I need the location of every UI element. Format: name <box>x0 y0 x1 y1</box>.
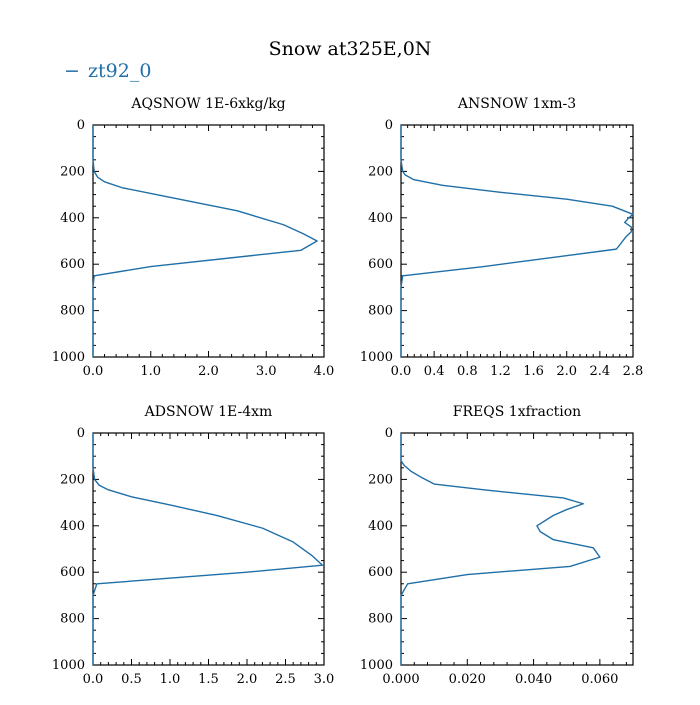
y-tick-label: 400 <box>60 211 85 226</box>
y-tick-label: 1000 <box>52 350 85 365</box>
plot-frame <box>92 124 325 358</box>
x-tick-label: 2.0 <box>198 364 219 379</box>
x-tick-label: 1.2 <box>490 364 511 379</box>
panel-title: FREQS 1xfraction <box>453 404 581 420</box>
x-tick-label: 1.6 <box>523 364 544 379</box>
x-tick-label: 1.0 <box>140 364 161 379</box>
x-tick-label: 0.0 <box>391 364 412 379</box>
y-tick-label: 0 <box>77 426 85 441</box>
x-tick-label: 0.000 <box>382 672 419 687</box>
panel-title: ANSNOW 1xm-3 <box>457 96 576 112</box>
x-tick-label: 2.0 <box>237 672 258 687</box>
legend: − zt92_0 <box>64 60 151 82</box>
x-tick-label: 0.0 <box>83 364 104 379</box>
x-tick-label: 0.8 <box>457 364 478 379</box>
x-tick-label: 2.5 <box>275 672 296 687</box>
panel-title: AQSNOW 1E-6xkg/kg <box>130 96 285 112</box>
x-tick-label: 1.0 <box>160 672 181 687</box>
y-tick-label: 0 <box>385 426 393 441</box>
x-tick-label: 2.8 <box>623 364 644 379</box>
y-tick-label: 200 <box>60 164 85 179</box>
panel-title: ADSNOW 1E-4xm <box>144 404 273 420</box>
x-tick-label: 0.0 <box>83 672 104 687</box>
x-tick-label: 3.0 <box>256 364 277 379</box>
y-tick-label: 400 <box>60 519 85 534</box>
y-tick-label: 600 <box>60 257 85 272</box>
x-tick-label: 0.040 <box>515 672 552 687</box>
y-tick-label: 600 <box>60 565 85 580</box>
plot-frame <box>92 432 325 666</box>
y-tick-label: 800 <box>60 612 85 627</box>
y-tick-label: 1000 <box>360 350 393 365</box>
plot-frame <box>400 432 634 666</box>
y-tick-label: 400 <box>368 519 393 534</box>
x-tick-label: 4.0 <box>314 364 335 379</box>
series-line <box>92 433 324 665</box>
y-tick-label: 800 <box>368 612 393 627</box>
y-tick-label: 600 <box>368 565 393 580</box>
x-tick-label: 0.060 <box>581 672 618 687</box>
y-tick-label: 200 <box>368 164 393 179</box>
y-tick-label: 0 <box>77 118 85 133</box>
figure-title: Snow at325E,0N <box>269 38 432 60</box>
x-tick-label: 0.020 <box>449 672 486 687</box>
x-tick-label: 2.0 <box>556 364 577 379</box>
plot-frame <box>400 124 634 358</box>
y-tick-label: 1000 <box>52 658 85 673</box>
y-tick-label: 1000 <box>360 658 393 673</box>
y-tick-label: 0 <box>385 118 393 133</box>
y-tick-label: 200 <box>60 472 85 487</box>
y-tick-label: 800 <box>368 304 393 319</box>
legend-marker: − <box>64 60 80 82</box>
series-line <box>92 125 318 357</box>
x-tick-label: 0.5 <box>121 672 142 687</box>
x-tick-label: 0.4 <box>424 364 445 379</box>
y-tick-label: 400 <box>368 211 393 226</box>
y-tick-label: 200 <box>368 472 393 487</box>
y-tick-label: 800 <box>60 304 85 319</box>
x-tick-label: 1.5 <box>198 672 219 687</box>
series-line <box>400 433 601 665</box>
series-line <box>400 125 634 357</box>
y-tick-label: 600 <box>368 257 393 272</box>
x-tick-label: 2.4 <box>590 364 611 379</box>
legend-label: zt92_0 <box>88 60 151 82</box>
x-tick-label: 3.0 <box>314 672 335 687</box>
